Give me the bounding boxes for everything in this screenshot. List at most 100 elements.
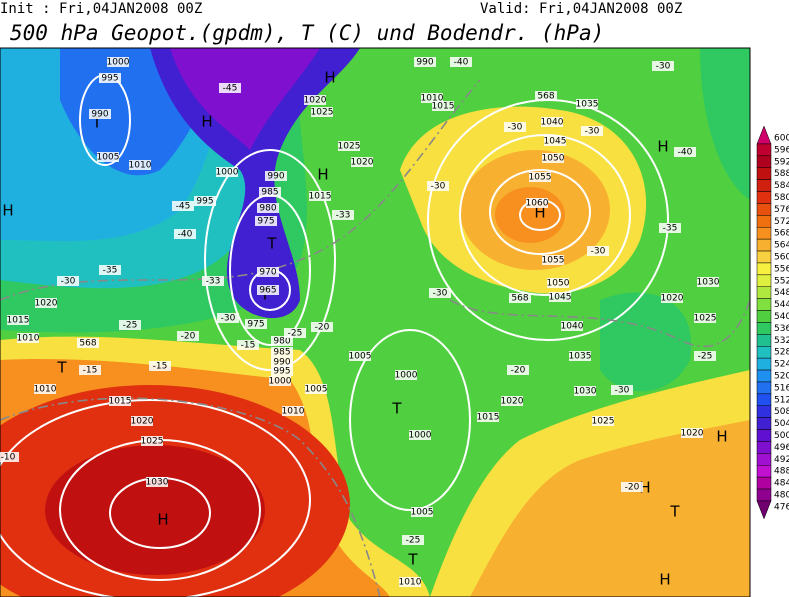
- colorbar-label: 580: [774, 193, 789, 203]
- colorbar-cell: [756, 310, 772, 323]
- colorbar-label: 564: [774, 241, 789, 251]
- label-bg: [309, 191, 331, 201]
- contour-label: -33: [336, 211, 351, 221]
- contour-label: 995: [101, 74, 118, 84]
- contour-label: 1010: [17, 334, 40, 344]
- label-bg: [659, 223, 681, 233]
- contour-label: -10: [1, 453, 16, 463]
- contour-label: -45: [176, 202, 191, 212]
- contour-label: 1010: [34, 385, 57, 395]
- contour-label: 1030: [146, 478, 169, 488]
- colorbar-label: 572: [774, 217, 789, 227]
- pressure-center: T: [91, 114, 102, 132]
- label-bg: [271, 347, 293, 357]
- contour-label: -25: [288, 329, 303, 339]
- contour-label: -15: [241, 341, 256, 351]
- contour-label: 1005: [349, 352, 372, 362]
- colorbar-label: 532: [774, 336, 789, 346]
- label-bg: [149, 361, 171, 371]
- contour-label: 1035: [576, 100, 599, 110]
- label-bg: [549, 292, 571, 302]
- label-bg: [509, 293, 531, 303]
- contour-label: -25: [406, 536, 421, 546]
- label-bg: [305, 384, 327, 394]
- contour-label: -30: [656, 62, 671, 72]
- colorbar-cell: [756, 369, 772, 383]
- colorbar-label: 560: [774, 253, 789, 263]
- colorbar-label: 528: [774, 348, 789, 358]
- label-bg: [332, 210, 354, 220]
- colorbar-label: 496: [774, 443, 789, 453]
- label-bg: [131, 416, 153, 426]
- pressure-center: T: [391, 400, 402, 418]
- label-bg: [542, 255, 564, 265]
- pressure-center: T: [669, 503, 680, 521]
- colorbar-label: 576: [774, 205, 789, 215]
- contour-label: 985: [273, 348, 290, 358]
- pressure-center: H: [657, 138, 668, 156]
- contour-label: 1005: [305, 385, 328, 395]
- colorbar-cell: [756, 441, 772, 454]
- label-bg: [529, 172, 551, 182]
- contour-label: -33: [206, 277, 221, 287]
- label-bg: [542, 153, 564, 163]
- colorbar-cell: [756, 500, 772, 520]
- label-bg: [507, 365, 529, 375]
- label-bg: [395, 370, 417, 380]
- label-bg: [129, 160, 151, 170]
- contour-label: 1010: [129, 161, 152, 171]
- label-bg: [674, 147, 696, 157]
- contour-label: 995: [196, 197, 213, 207]
- contour-label: 995: [273, 367, 290, 377]
- label-bg: [141, 436, 163, 446]
- label-bg: [282, 406, 304, 416]
- contour-label: 1015: [432, 102, 455, 112]
- contour-label: 1055: [542, 256, 565, 266]
- label-bg: [271, 357, 293, 367]
- colorbar-label: 504: [774, 419, 789, 429]
- label-bg: [77, 338, 99, 348]
- colorbar-cell: [756, 476, 772, 490]
- pressure-center: T: [266, 235, 277, 253]
- contour-label: -15: [153, 362, 168, 372]
- label-bg: [259, 187, 281, 197]
- colorbar-cell: [756, 357, 772, 371]
- label-bg: [399, 577, 421, 587]
- contour-label: -20: [511, 366, 526, 376]
- contour-label: 1055: [529, 173, 552, 183]
- colorbar-label: 484: [774, 479, 789, 489]
- label-bg: [477, 412, 499, 422]
- label-bg: [681, 428, 703, 438]
- colorbar-label: 588: [774, 169, 789, 179]
- label-bg: [219, 83, 241, 93]
- contour-label: 1010: [399, 578, 422, 588]
- label-bg: [694, 351, 716, 361]
- label-bg: [57, 276, 79, 286]
- contour-label: 1025: [311, 108, 334, 118]
- label-bg: [284, 328, 306, 338]
- colorbar-label: 500: [774, 431, 789, 441]
- label-bg: [79, 365, 101, 375]
- contour-label: -40: [678, 148, 693, 158]
- label-bg: [661, 293, 683, 303]
- label-bg: [561, 321, 583, 331]
- contour-label: -30: [585, 127, 600, 137]
- colorbar-label: 596: [774, 145, 789, 155]
- pressure-center: H: [2, 202, 13, 220]
- contour-label: 975: [257, 217, 274, 227]
- colorbar-cell: [756, 381, 772, 395]
- contour-label: 1020: [304, 96, 327, 106]
- contour-label: -20: [181, 332, 196, 342]
- contour-label: 1045: [549, 293, 572, 303]
- colorbar-cell: [756, 167, 772, 180]
- contour-label: 965: [259, 286, 276, 296]
- colorbar-cell: [756, 417, 772, 430]
- contour-label: 1045: [544, 137, 567, 147]
- pressure-center: H: [324, 69, 335, 87]
- colorbar-label: 600: [774, 134, 789, 144]
- colorbar-label: 480: [774, 491, 789, 501]
- contour-label: -30: [615, 386, 630, 396]
- contour-label: 1020: [681, 429, 704, 439]
